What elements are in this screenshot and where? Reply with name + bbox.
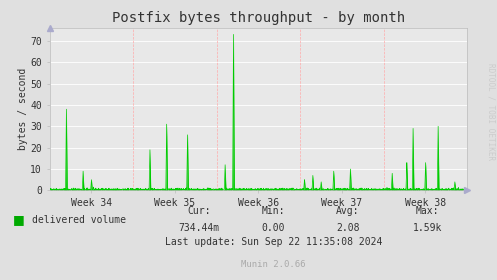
Title: Postfix bytes throughput - by month: Postfix bytes throughput - by month xyxy=(112,11,405,25)
Text: 1.59k: 1.59k xyxy=(413,223,442,233)
Text: Cur:: Cur: xyxy=(187,206,211,216)
Text: 2.08: 2.08 xyxy=(336,223,360,233)
Text: 734.44m: 734.44m xyxy=(178,223,219,233)
Text: RDTOOL / TOBI OETIKER: RDTOOL / TOBI OETIKER xyxy=(487,64,496,160)
Text: delivered volume: delivered volume xyxy=(32,215,126,225)
Text: Munin 2.0.66: Munin 2.0.66 xyxy=(241,260,306,269)
Text: Min:: Min: xyxy=(261,206,285,216)
Text: Avg:: Avg: xyxy=(336,206,360,216)
Text: 0.00: 0.00 xyxy=(261,223,285,233)
Text: ■: ■ xyxy=(12,213,24,226)
Y-axis label: bytes / second: bytes / second xyxy=(17,68,27,150)
Text: Last update: Sun Sep 22 11:35:08 2024: Last update: Sun Sep 22 11:35:08 2024 xyxy=(165,237,382,247)
Text: Max:: Max: xyxy=(415,206,439,216)
